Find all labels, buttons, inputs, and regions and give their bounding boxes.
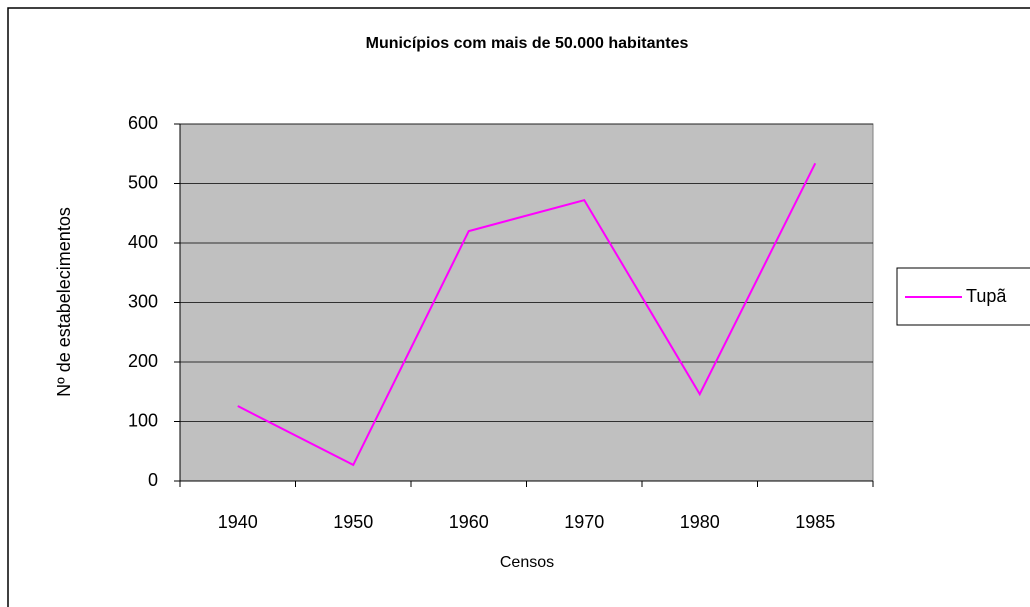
legend-label: Tupã: [966, 286, 1007, 306]
x-tick-label: 1960: [449, 512, 489, 532]
y-tick-label: 200: [128, 351, 158, 371]
y-tick-label: 100: [128, 410, 158, 430]
x-tick-label: 1940: [218, 512, 258, 532]
x-tick-label: 1950: [333, 512, 373, 532]
line-series: [237, 162, 817, 467]
y-tick-label: 0: [148, 470, 158, 490]
y-axis-label: Nº de estabelecimentos: [54, 207, 74, 397]
y-tick-label: 600: [128, 113, 158, 133]
x-tick-label: 1970: [564, 512, 604, 532]
x-tick-label: 1985: [795, 512, 835, 532]
x-axis-label: Censos: [500, 554, 554, 571]
y-tick-label: 300: [128, 291, 158, 311]
y-tick-label: 500: [128, 172, 158, 192]
chart-title: Municípios com mais de 50.000 habitantes: [366, 35, 689, 52]
y-tick-label: 400: [128, 232, 158, 252]
x-tick-label: 1980: [680, 512, 720, 532]
